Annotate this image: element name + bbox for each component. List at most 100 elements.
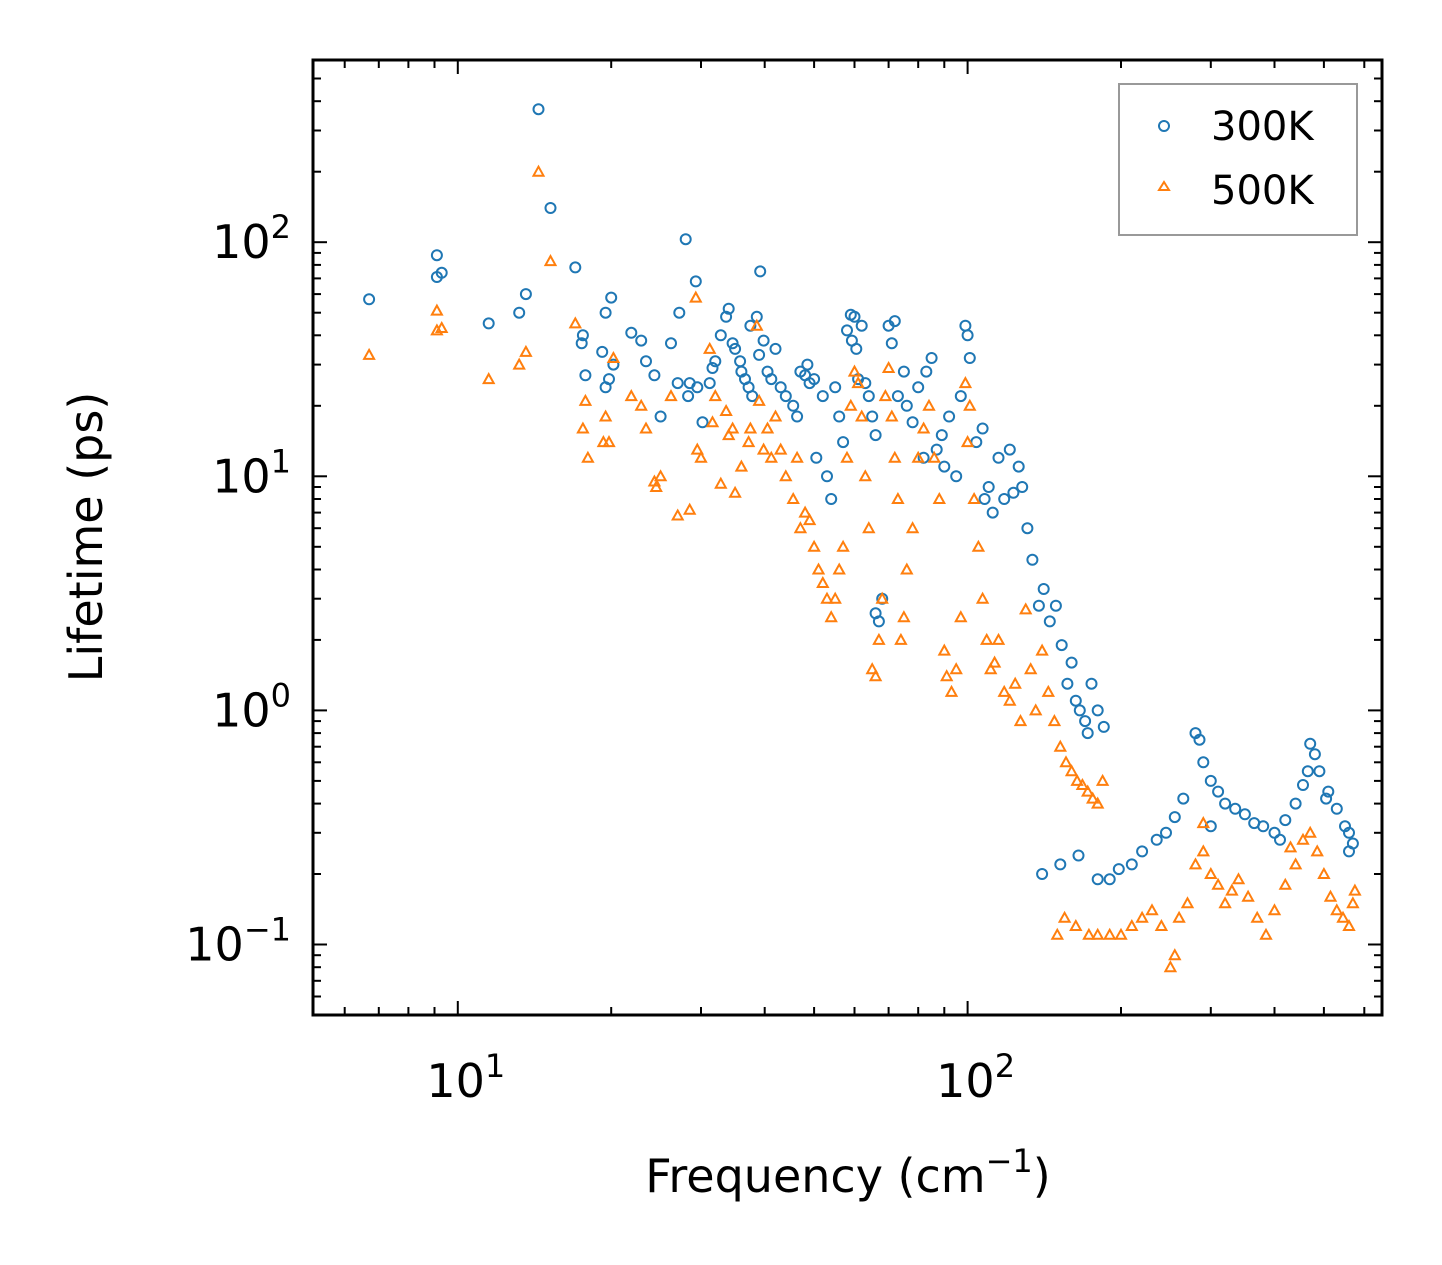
data-point-300k-12 [579,369,592,382]
data-point-300k-126 [1079,715,1092,728]
data-point-500k-89 [949,662,963,675]
data-point-500k-132 [1168,948,1182,961]
x-axis-label-sup: −1 [986,1142,1033,1180]
data-point-500k-130 [1154,918,1169,931]
data-point-500k-141 [1231,872,1246,885]
data-point-300k-20 [635,334,648,347]
y-tick-label-1-exp: 1 [271,442,291,480]
data-point-500k-143 [1250,910,1264,923]
data-point-500k-64 [851,376,865,389]
data-point-500k-118 [1091,796,1105,809]
data-point-500k-32 [714,476,728,489]
data-point-300k-123 [1065,656,1078,669]
data-point-500k-96 [975,591,990,604]
data-point-300k-158 [1304,737,1317,750]
data-point-300k-105 [976,422,989,435]
data-point-300k-74 [850,342,863,355]
data-point-300k-39 [726,337,739,350]
data-point-300k-133 [1072,849,1085,862]
data-point-300k-93 [920,365,933,378]
data-point-500k-99 [987,655,1002,668]
data-point-300k-54 [774,381,787,394]
data-point-300k-169 [1320,792,1333,805]
data-point-300k-108 [986,506,999,519]
data-point-500k-149 [1303,825,1317,838]
data-point-500k-49 [790,450,804,463]
data-point-300k-144 [1193,733,1206,746]
data-point-300k-37 [720,310,733,323]
data-point-300k-156 [1297,779,1309,791]
data-point-300k-48 [753,348,766,361]
data-point-500k-26 [689,290,703,303]
data-point-300k-40 [729,342,742,355]
data-point-300k-23 [654,410,667,423]
data-point-500k-41 [752,393,766,406]
data-point-500k-87 [940,669,954,682]
data-point-500k-107 [1029,703,1043,716]
y-tick-label-2: 102 [212,208,291,269]
x-tick-label-2: 102 [936,1047,1015,1108]
data-point-500k-147 [1288,857,1303,870]
data-point-300k-106 [978,493,991,505]
data-point-300k-145 [1197,756,1210,769]
data-point-300k-121 [1055,639,1068,652]
data-point-500k-122 [1069,918,1083,931]
data-point-500k-44 [764,450,778,463]
data-point-500k-104 [1013,714,1028,727]
data-point-500k-42 [756,442,771,455]
data-point-500k-137 [1204,866,1218,879]
data-point-500k-47 [779,469,793,482]
data-point-300k-147 [1212,785,1225,798]
data-point-500k-114 [1070,773,1084,786]
data-point-500k-12 [581,450,595,463]
data-point-300k-17 [605,291,618,304]
x-tick-label-2-exp: 2 [995,1047,1015,1085]
data-point-500k-40 [750,318,764,331]
data-point-300k-96 [935,429,948,442]
y-tick-label-−1-exp: −1 [244,911,291,949]
data-point-300k-137 [1125,858,1138,871]
data-point-300k-120 [1049,599,1062,612]
data-point-500k-123 [1082,927,1096,940]
x-tick-label-1-exp: 1 [485,1047,505,1085]
data-point-500k-102 [1003,693,1017,706]
data-point-300k-76 [855,319,868,332]
data-point-300k-168 [1274,833,1286,846]
data-point-500k-24 [671,508,685,521]
data-point-500k-155 [1342,918,1356,931]
plot-frame [311,58,1384,1017]
data-point-500k-159 [1283,840,1298,853]
data-point-300k-150 [1238,808,1251,821]
data-point-500k-121 [1057,910,1072,923]
data-point-500k-28 [694,450,708,463]
data-point-300k-162 [1330,802,1343,815]
data-point-500k-158 [1196,816,1210,829]
data-point-300k-28 [682,390,695,403]
data-point-500k-4 [482,372,496,385]
x-tick-label-1: 101 [426,1047,505,1108]
data-point-300k-21 [640,355,652,368]
data-point-300k-139 [1150,833,1163,846]
data-point-500k-90 [954,610,968,623]
data-point-300k-117 [1032,599,1045,612]
data-point-300k-50 [757,334,770,347]
data-point-300k-89 [900,399,913,412]
data-point-500k-148 [1296,832,1310,845]
data-point-500k-119 [1095,773,1110,786]
data-point-500k-55 [816,575,830,588]
data-point-500k-110 [1047,714,1062,727]
data-point-500k-2 [430,323,444,336]
data-point-300k-70 [841,324,853,337]
data-point-500k-29 [703,341,717,354]
data-point-300k-118 [1037,583,1050,595]
data-point-300k-90 [906,416,919,429]
data-point-500k-113 [1064,764,1079,777]
data-point-500k-142 [1241,889,1255,902]
data-point-500k-140 [1225,883,1239,896]
data-point-500k-23 [664,389,678,402]
data-point-300k-129 [1091,704,1104,717]
data-point-500k-36 [728,485,742,498]
data-point-300k-131 [1036,868,1049,880]
data-point-300k-112 [1007,486,1020,499]
data-point-300k-99 [950,470,963,483]
